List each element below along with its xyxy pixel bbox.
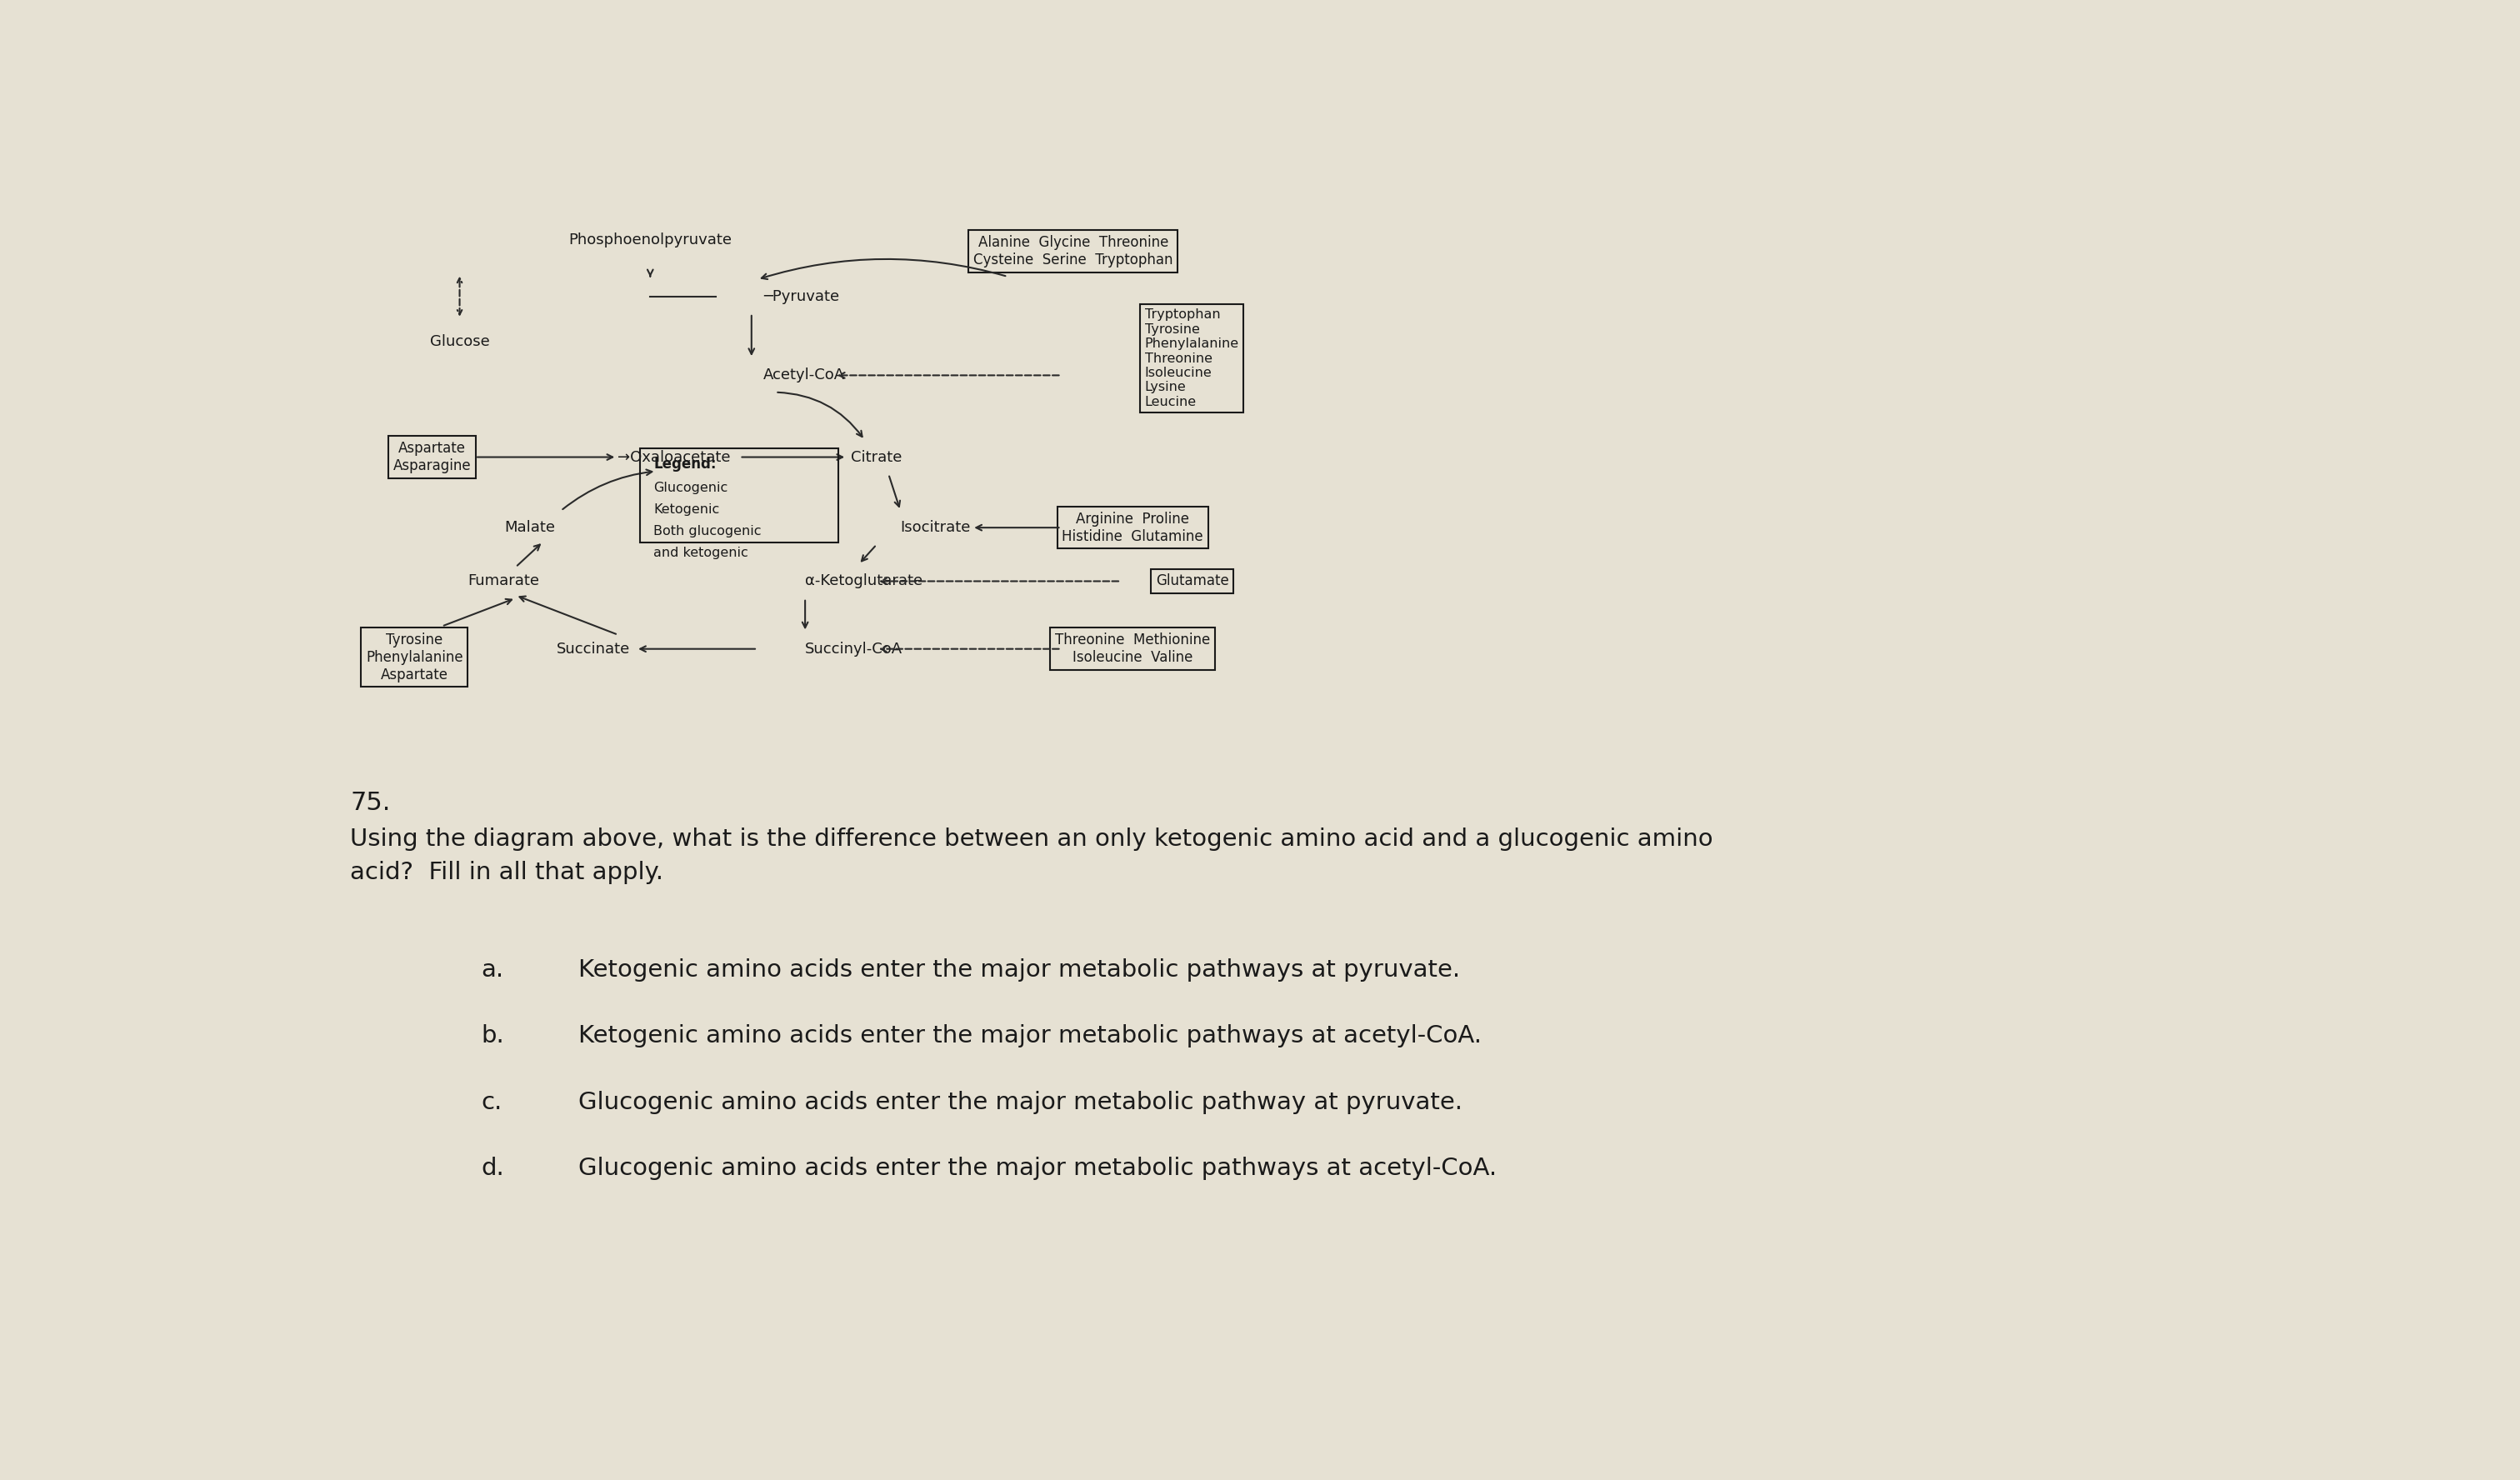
Text: Threonine  Methionine
Isoleucine  Valine: Threonine Methionine Isoleucine Valine — [1056, 633, 1210, 665]
Text: Fumarate: Fumarate — [469, 574, 539, 589]
Text: ─Pyruvate: ─Pyruvate — [764, 289, 839, 303]
Text: Glutamate: Glutamate — [1157, 574, 1230, 589]
Text: Acetyl-CoA: Acetyl-CoA — [764, 369, 844, 383]
Text: Alanine  Glycine  Threonine
Cysteine  Serine  Tryptophan: Alanine Glycine Threonine Cysteine Serin… — [973, 235, 1172, 268]
Text: d.: d. — [481, 1156, 504, 1180]
Text: Succinate: Succinate — [557, 641, 630, 657]
Text: Ketogenic: Ketogenic — [653, 503, 721, 515]
Text: α-Ketoglutarate: α-Ketoglutarate — [804, 574, 922, 589]
Text: Ketogenic amino acids enter the major metabolic pathways at pyruvate.: Ketogenic amino acids enter the major me… — [580, 958, 1462, 981]
Text: Legend:: Legend: — [653, 456, 716, 472]
Text: Tyrosine
Phenylalanine
Aspartate: Tyrosine Phenylalanine Aspartate — [365, 632, 464, 682]
Text: and ketogenic: and ketogenic — [653, 546, 748, 559]
Text: Ketogenic amino acids enter the major metabolic pathways at acetyl-CoA.: Ketogenic amino acids enter the major me… — [580, 1024, 1482, 1048]
Text: Aspartate
Asparagine: Aspartate Asparagine — [393, 441, 471, 474]
Text: Glucogenic: Glucogenic — [653, 481, 728, 494]
Text: Glucogenic amino acids enter the major metabolic pathways at acetyl-CoA.: Glucogenic amino acids enter the major m… — [580, 1156, 1497, 1180]
Text: c.: c. — [481, 1091, 501, 1114]
Text: →Oxaloacetate: →Oxaloacetate — [617, 450, 731, 465]
Text: Malate: Malate — [504, 519, 554, 536]
Text: Arginine  Proline
Histidine  Glutamine: Arginine Proline Histidine Glutamine — [1061, 512, 1205, 543]
Text: Glucose: Glucose — [431, 334, 489, 349]
Text: b.: b. — [481, 1024, 504, 1048]
Text: 75.: 75. — [350, 790, 391, 815]
Text: Using the diagram above, what is the difference between an only ketogenic amino : Using the diagram above, what is the dif… — [350, 827, 1714, 884]
Text: Both glucogenic: Both glucogenic — [653, 525, 761, 537]
Text: Phosphoenolpyruvate: Phosphoenolpyruvate — [570, 232, 731, 247]
Text: a.: a. — [481, 958, 504, 981]
Text: Citrate: Citrate — [852, 450, 902, 465]
Text: Glucogenic amino acids enter the major metabolic pathway at pyruvate.: Glucogenic amino acids enter the major m… — [580, 1091, 1462, 1114]
Text: Tryptophan
Tyrosine
Phenylalanine
Threonine
Isoleucine
Lysine
Leucine: Tryptophan Tyrosine Phenylalanine Threon… — [1144, 309, 1240, 408]
Text: Isocitrate: Isocitrate — [900, 519, 970, 536]
Text: Succinyl-CoA: Succinyl-CoA — [804, 641, 902, 657]
